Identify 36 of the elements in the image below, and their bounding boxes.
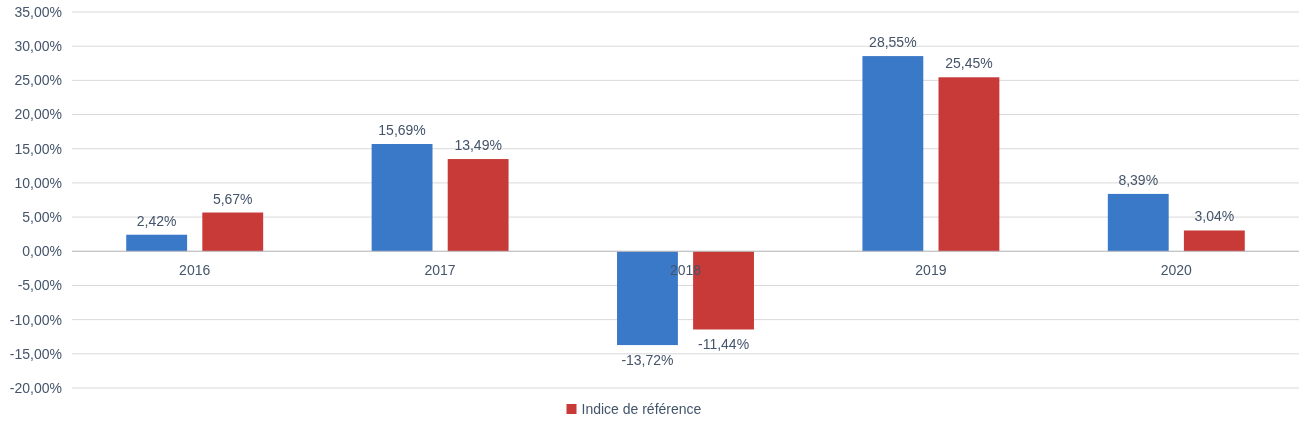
bar xyxy=(126,234,188,252)
data-label: 5,67% xyxy=(212,190,253,207)
bar xyxy=(1107,193,1169,252)
data-label: 8,39% xyxy=(1118,171,1159,188)
x-tick-label: 2018 xyxy=(669,262,702,279)
data-label: 13,49% xyxy=(454,137,502,154)
data-label: 3,04% xyxy=(1194,208,1235,225)
bar xyxy=(202,212,264,252)
bar xyxy=(371,144,433,252)
x-tick-label: 2017 xyxy=(424,262,456,279)
x-tick-label: 2020 xyxy=(1160,262,1193,279)
y-tick-label: 0,00% xyxy=(22,243,62,260)
y-tick-label: 30,00% xyxy=(14,38,62,55)
data-label: 15,69% xyxy=(378,122,426,139)
data-label: -11,44% xyxy=(697,336,750,353)
y-tick-label: 35,00% xyxy=(14,3,62,20)
y-tick-label: -10,00% xyxy=(9,311,62,328)
data-label: 25,45% xyxy=(945,55,993,72)
y-tick-label: -15,00% xyxy=(9,345,62,362)
y-tick-label: -5,00% xyxy=(17,277,62,294)
data-label: 28,55% xyxy=(869,34,917,51)
bar xyxy=(938,77,1000,252)
y-tick-label: -20,00% xyxy=(9,379,62,396)
y-tick-label: 20,00% xyxy=(14,106,62,123)
y-tick-label: 5,00% xyxy=(22,208,62,225)
x-tick-label: 2016 xyxy=(179,262,211,279)
bar xyxy=(447,159,509,252)
data-label: -13,72% xyxy=(621,352,674,369)
data-label: 2,42% xyxy=(136,212,177,229)
legend-label: Indice de référence xyxy=(581,401,702,417)
y-tick-label: 25,00% xyxy=(14,72,62,89)
y-tick-label: 10,00% xyxy=(14,174,62,191)
bar xyxy=(862,56,924,252)
y-tick-label: 15,00% xyxy=(14,140,62,157)
x-tick-label: 2019 xyxy=(915,262,947,279)
bar xyxy=(1183,230,1245,252)
